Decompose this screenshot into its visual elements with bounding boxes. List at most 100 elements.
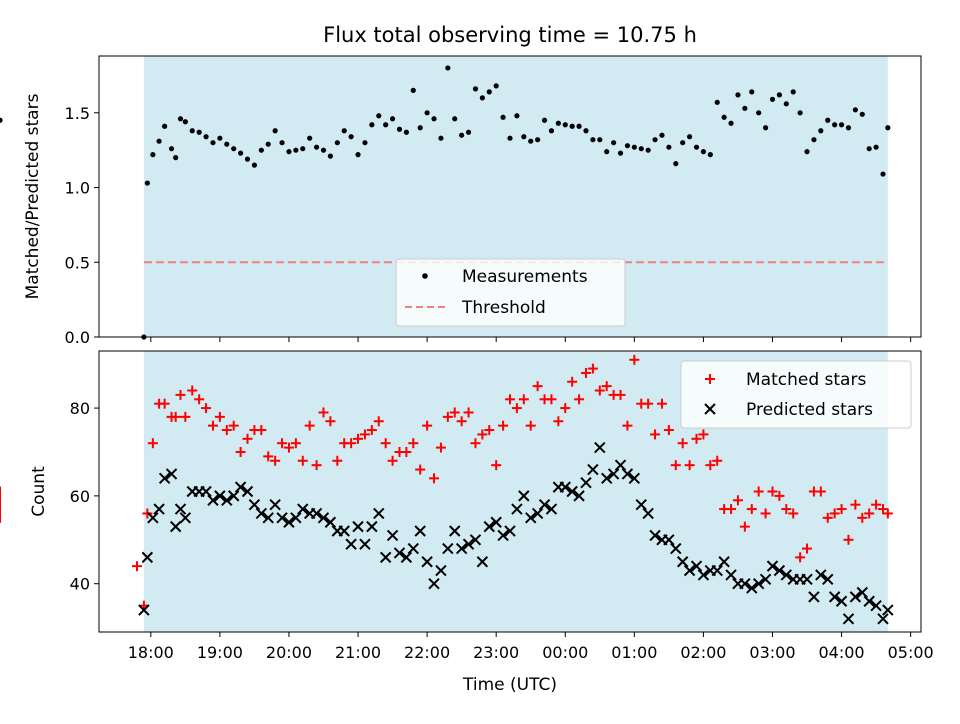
predicted-star-point: [165, 468, 178, 480]
matched-star-point: [857, 512, 868, 523]
matched-star-point: [677, 438, 688, 449]
predicted-star-point: [504, 525, 516, 537]
measurement-point: [320, 147, 327, 153]
cross-b: [759, 573, 772, 586]
measurement-point: [355, 152, 361, 158]
measurement-point: [790, 89, 796, 95]
measurement-point: [728, 120, 734, 126]
predicted-star-point: [607, 468, 620, 480]
predicted-star-point: [317, 512, 330, 524]
measurement-point: [514, 113, 520, 119]
matched-star-point: [615, 389, 626, 400]
cross-b: [462, 538, 475, 550]
predicted-star-point: [297, 503, 309, 515]
cross-b: [386, 529, 399, 542]
cross-b: [276, 512, 288, 524]
legend-matched-marker: [705, 374, 715, 384]
x-tick-label: 00:00: [542, 643, 588, 662]
bottom-y-tick-label: 80: [70, 399, 90, 418]
matched-star-point: [256, 425, 267, 436]
predicted-star-point: [746, 582, 758, 594]
matched-star-point: [670, 460, 681, 471]
measurement-point: [431, 116, 437, 122]
measurement-point: [231, 146, 237, 152]
cross-b: [297, 503, 309, 515]
predicted-star-point: [690, 560, 703, 572]
predicted-star-point: [262, 512, 274, 524]
predicted-star-point: [594, 441, 606, 454]
bottom-y-ticks: 40 60 80: [70, 399, 99, 594]
measurement-point: [500, 114, 506, 120]
measurement-point: [472, 86, 479, 92]
predicted-star-point: [773, 564, 786, 577]
matched-star-point: [746, 504, 757, 515]
measurement-point: [410, 87, 416, 93]
matched-star-point: [546, 394, 557, 405]
predicted-star-point: [428, 577, 440, 590]
predicted-star-point: [670, 542, 682, 555]
measurement-point: [852, 107, 858, 113]
cross-b: [559, 481, 571, 493]
cross-b: [310, 507, 323, 520]
predicted-star-point: [815, 569, 827, 581]
cross-b: [545, 503, 558, 515]
predicted-star-point: [538, 498, 551, 511]
matched-star-point: [131, 561, 142, 572]
cross-b: [248, 498, 261, 511]
cross-b: [317, 512, 330, 524]
matched-star-point: [663, 425, 674, 436]
cross-b: [504, 525, 516, 537]
predicted-star-point: [518, 490, 530, 502]
predicted-star-point: [400, 551, 413, 564]
cross-b: [739, 577, 751, 590]
measurement-point: [885, 125, 891, 131]
cross-b: [359, 538, 371, 550]
legend-predicted-label: Predicted stars: [746, 400, 873, 420]
cross-b: [169, 520, 182, 533]
measurement-point: [631, 144, 637, 150]
matched-star-point: [380, 438, 391, 449]
cross-b: [200, 485, 212, 498]
measurement-point: [686, 134, 693, 140]
measurement-point: [362, 140, 368, 146]
measurement-point: [293, 147, 299, 153]
cross-b: [538, 498, 551, 511]
matched-star-point: [263, 451, 274, 462]
cross-b: [801, 573, 813, 586]
matched-star-point: [781, 504, 792, 515]
predicted-star-point: [882, 604, 894, 616]
measurement-point: [238, 150, 244, 156]
cross-b: [255, 507, 268, 520]
predicted-star-point: [248, 498, 261, 511]
matched-star-point: [387, 455, 398, 466]
cross-b: [822, 573, 834, 586]
matched-star-point: [366, 425, 377, 436]
cross-b: [421, 556, 433, 568]
bottom-panel: 40 60 80 18:00 19:00 20:00 21:00 22:00 23:00 00:…: [0, 350, 934, 695]
predicted-star-point: [414, 525, 426, 537]
measurement-point: [845, 125, 852, 131]
predicted-star-point: [310, 507, 323, 520]
predicted-star-point: [628, 472, 641, 485]
top-panel: 0.0 0.5 1.0 1.5 Matched/Predicted stars Mea…: [0, 55, 922, 347]
measurement-point: [680, 140, 686, 146]
predicted-star-point: [545, 503, 558, 515]
matched-star-point: [829, 508, 840, 519]
legend-measurements-marker: [422, 273, 428, 279]
matched-star-point: [871, 499, 882, 510]
predicted-star-point: [676, 556, 689, 568]
bottom-y-tick-label: 60: [70, 487, 90, 506]
measurement-point: [804, 149, 810, 155]
measurement-point: [210, 140, 216, 146]
cross-b: [352, 520, 364, 533]
cross-b: [594, 441, 606, 454]
measurement-point: [286, 149, 292, 155]
cross-b: [835, 595, 848, 607]
matched-star-point: [442, 411, 453, 422]
matched-star-point: [470, 438, 481, 449]
x-tick-label: 20:00: [266, 643, 312, 662]
measurement-point: [396, 126, 403, 132]
predicted-star-point: [241, 485, 254, 498]
matched-star-point: [629, 354, 640, 365]
measurement-point: [673, 161, 679, 167]
